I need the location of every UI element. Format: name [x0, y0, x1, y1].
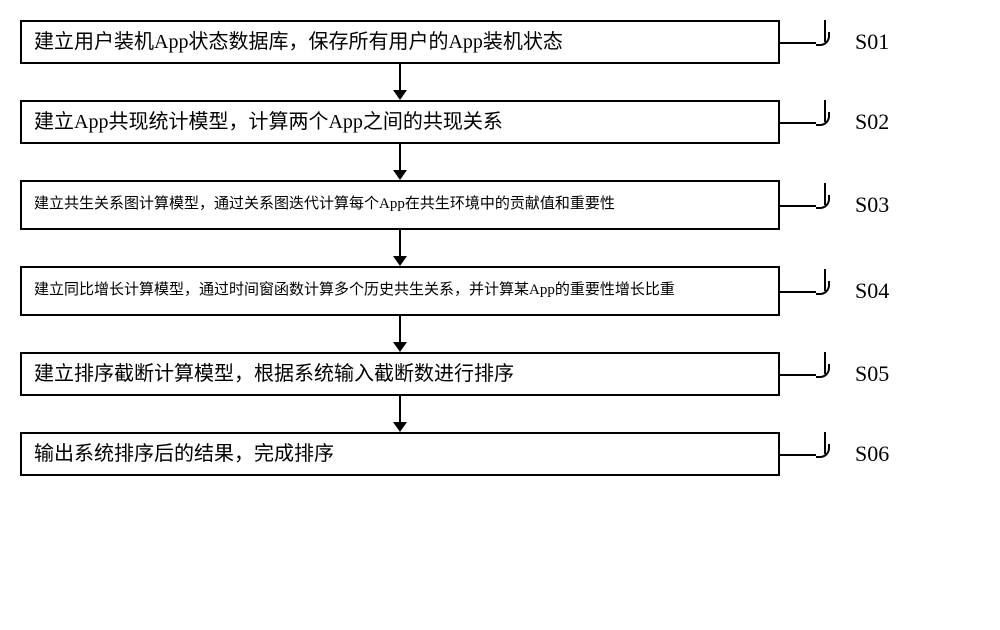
arrow-s03-s04	[20, 230, 780, 266]
step-label-s06: S06	[855, 441, 889, 467]
step-row-s02: 建立App共现统计模型，计算两个App之间的共现关系 S02	[20, 100, 980, 144]
step-label-s02: S02	[855, 109, 889, 135]
step-label-s03: S03	[855, 192, 889, 218]
flowchart-container: 建立用户装机App状态数据库，保存所有用户的App装机状态 S01 建立App共…	[20, 20, 980, 476]
step-text: 建立同比增长计算模型，通过时间窗函数计算多个历史共生关系，并计算某App的重要性…	[34, 281, 675, 301]
step-text: 建立共生关系图计算模型，通过关系图迭代计算每个App在共生环境中的贡献值和重要性	[34, 195, 615, 215]
connector-s01	[780, 20, 855, 64]
step-row-s03: 建立共生关系图计算模型，通过关系图迭代计算每个App在共生环境中的贡献值和重要性…	[20, 180, 980, 230]
arrow-s01-s02	[20, 64, 780, 100]
connector-s03	[780, 183, 855, 227]
step-row-s01: 建立用户装机App状态数据库，保存所有用户的App装机状态 S01	[20, 20, 980, 64]
step-row-s05: 建立排序截断计算模型，根据系统输入截断数进行排序 S05	[20, 352, 980, 396]
connector-s04	[780, 269, 855, 313]
step-row-s06: 输出系统排序后的结果，完成排序 S06	[20, 432, 980, 476]
step-box-s05: 建立排序截断计算模型，根据系统输入截断数进行排序	[20, 352, 780, 396]
step-label-s01: S01	[855, 29, 889, 55]
arrow-s04-s05	[20, 316, 780, 352]
arrow-s05-s06	[20, 396, 780, 432]
step-box-s02: 建立App共现统计模型，计算两个App之间的共现关系	[20, 100, 780, 144]
step-box-s03: 建立共生关系图计算模型，通过关系图迭代计算每个App在共生环境中的贡献值和重要性	[20, 180, 780, 230]
step-row-s04: 建立同比增长计算模型，通过时间窗函数计算多个历史共生关系，并计算某App的重要性…	[20, 266, 980, 316]
step-box-s01: 建立用户装机App状态数据库，保存所有用户的App装机状态	[20, 20, 780, 64]
arrow-s02-s03	[20, 144, 780, 180]
connector-s02	[780, 100, 855, 144]
connector-s05	[780, 352, 855, 396]
step-label-s04: S04	[855, 278, 889, 304]
step-text: 建立用户装机App状态数据库，保存所有用户的App装机状态	[34, 29, 563, 55]
step-text: 输出系统排序后的结果，完成排序	[34, 441, 334, 467]
step-box-s04: 建立同比增长计算模型，通过时间窗函数计算多个历史共生关系，并计算某App的重要性…	[20, 266, 780, 316]
step-text: 建立排序截断计算模型，根据系统输入截断数进行排序	[34, 361, 514, 387]
step-box-s06: 输出系统排序后的结果，完成排序	[20, 432, 780, 476]
step-text: 建立App共现统计模型，计算两个App之间的共现关系	[34, 109, 503, 135]
connector-s06	[780, 432, 855, 476]
step-label-s05: S05	[855, 361, 889, 387]
